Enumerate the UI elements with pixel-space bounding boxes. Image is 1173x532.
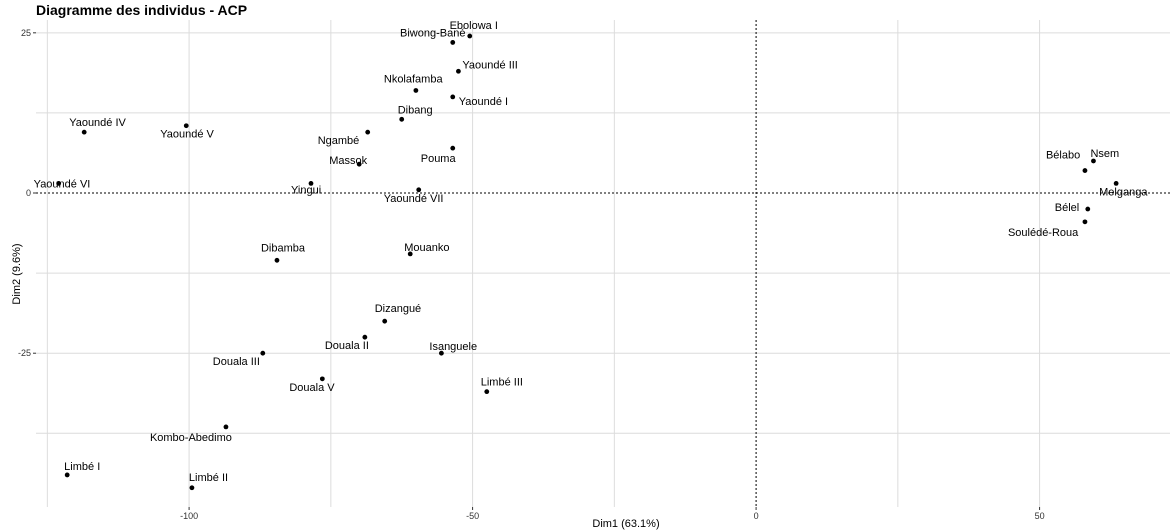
data-point [450,94,456,100]
data-point [56,181,62,186]
point-label: Yaoundé V [160,129,214,141]
point-label: Kombo-Abedimo [150,432,232,444]
data-point [308,181,314,186]
data-point [399,116,405,122]
data-point [223,424,229,430]
point-label: Dizangué [375,303,421,315]
data-point [413,88,419,93]
point-label: Yaoundé VII [384,193,444,205]
point-label: Soulédé-Roua [1008,227,1079,239]
axis-ticks: -100 -50 0 50 25 0 -25 [18,28,1045,521]
point-label: Bélel [1055,202,1079,214]
data-point [189,485,195,491]
data-point [1091,158,1096,164]
point-label: Melganga [1099,186,1148,198]
x-tick-label: 0 [754,511,759,521]
point-label: Pouma [421,153,457,165]
point-label: Limbé I [64,461,100,473]
data-points [56,33,1119,491]
point-label: Ngambé [318,135,360,147]
data-point [1085,206,1091,212]
y-tick-label: 0 [26,188,31,198]
data-point [1082,219,1088,225]
point-label: Limbé II [189,472,228,484]
x-tick-label: -50 [466,511,479,521]
x-tick-label: -100 [180,511,198,521]
point-label: Bélabo [1046,150,1080,162]
y-tick-label: 25 [21,28,31,38]
point-label: Biwong-Bané [400,27,465,39]
chart-title: Diagramme des individus - ACP [36,2,247,18]
data-point [356,161,362,167]
data-point [467,33,473,39]
point-label: Isanguele [429,341,477,353]
point-label: Yaoundé III [462,59,517,71]
point-label: Massok [329,155,367,167]
data-point [1113,181,1119,186]
data-point [64,472,70,478]
point-label: Douala III [213,356,260,368]
point-label: Yaoundé I [459,96,508,108]
data-point [416,187,422,193]
point-label: Dibamba [261,242,306,254]
data-point [260,350,266,356]
grid-lines [36,20,1170,507]
data-point [362,334,368,340]
point-label: Nkolafamba [384,73,444,85]
point-label: Dibang [398,104,433,116]
point-label: Douala II [325,340,369,352]
point-label: Limbé III [481,377,523,389]
data-point [484,389,490,395]
point-label: Mouanko [404,242,449,254]
data-point [382,318,388,324]
data-point [183,123,189,129]
point-label: Nsem [1090,148,1119,160]
point-label: Yaoundé VI [34,178,91,190]
y-tick-label: -25 [18,348,31,358]
data-point [439,350,444,356]
point-label: Ebolowa I [450,20,498,32]
point-label: Douala V [289,382,335,394]
reference-lines [36,20,1170,507]
data-point [456,68,461,74]
y-axis-label: Dim2 (9.6%) [11,243,23,304]
data-point [450,40,456,45]
point-label: Yaoundé IV [69,117,126,129]
point-label: Yingui [291,184,321,196]
data-point [274,257,280,263]
data-point [450,145,456,151]
data-point [1082,168,1088,173]
x-axis-label: Dim1 (63.1%) [592,518,659,530]
data-point [319,376,325,382]
data-point [365,129,371,135]
data-point [81,129,87,135]
x-tick-label: 50 [1035,511,1045,521]
data-point [407,251,413,257]
